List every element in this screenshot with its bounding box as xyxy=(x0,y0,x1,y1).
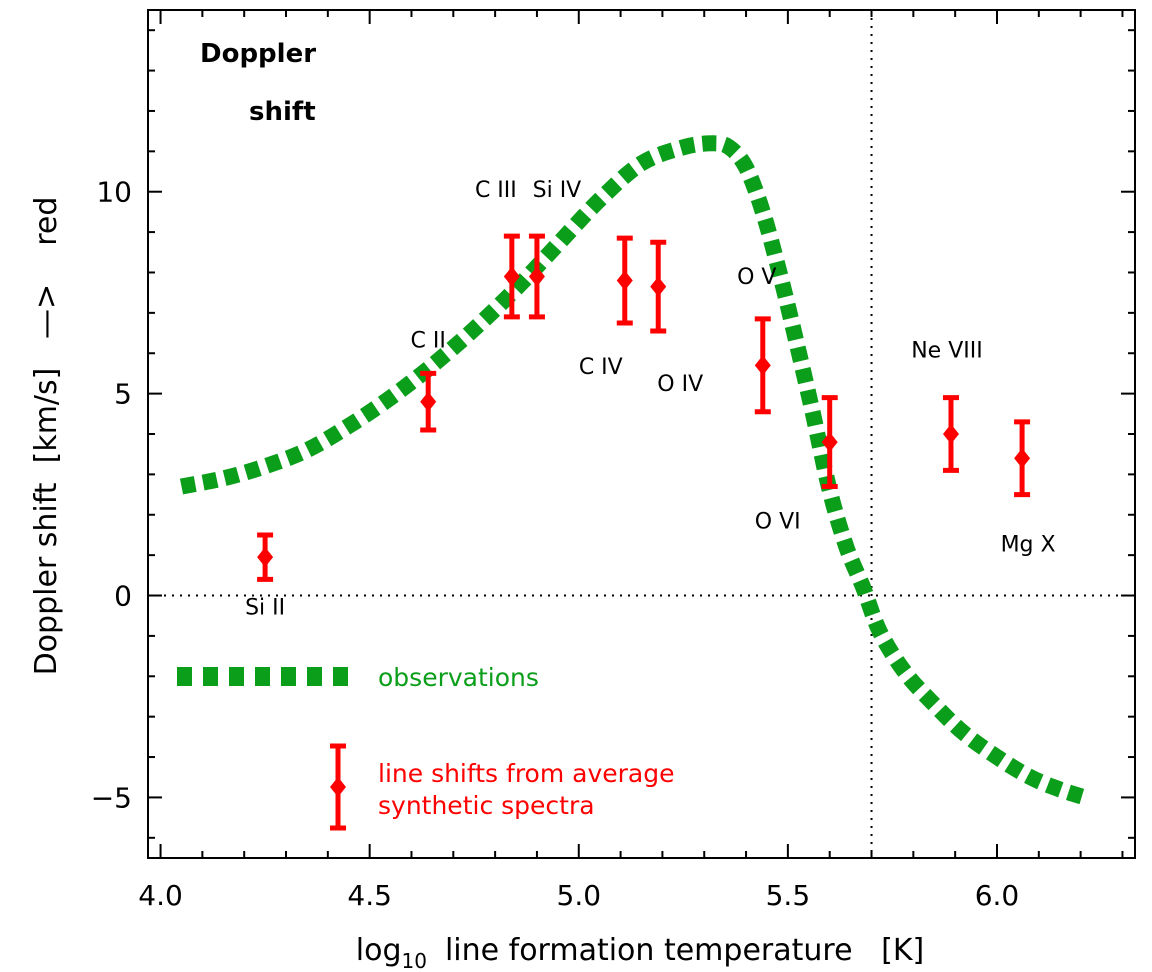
legend-observations-dash xyxy=(203,667,218,686)
x-tick-label: 4.5 xyxy=(347,879,392,912)
ion-label-c-ii: C II xyxy=(411,328,446,353)
plot-guides xyxy=(148,10,1135,858)
point-c-iii xyxy=(503,266,520,287)
point-mg-x xyxy=(1014,448,1031,469)
legend-marker xyxy=(330,777,346,797)
legend-observations-dash xyxy=(229,667,244,686)
x-tick-label: 4.0 xyxy=(138,879,183,912)
x-axis-title-post: line formation temperature [K] xyxy=(445,933,924,968)
legend-observations-dash xyxy=(333,667,348,686)
ion-label-o-v: O V xyxy=(737,265,776,290)
legend-observations-dash xyxy=(281,667,296,686)
ion-label-si-iv: Si IV xyxy=(533,178,582,203)
legend-observations-dash xyxy=(177,667,192,686)
tick-labels: 4.0 4.5 5.0 5.5 6.0 −5 0 5 10 xyxy=(91,176,1020,912)
title-line-1: Doppler xyxy=(200,39,316,69)
point-o-vi xyxy=(821,432,838,453)
point-si-iv xyxy=(528,266,545,287)
point-o-iv xyxy=(650,276,667,297)
point-c-ii xyxy=(420,391,437,412)
plot-curves xyxy=(179,135,1088,806)
ion-labels: Si II C II C III Si IV C IV O IV O V O VI Ne VII… xyxy=(245,178,1056,620)
legend-synthetic-label-line-1: line shifts from average xyxy=(378,759,674,788)
legend-observations-dash xyxy=(307,667,322,686)
x-tick-label: 5.0 xyxy=(557,879,602,912)
legend-synthetic-label-line-2: synthetic spectra xyxy=(378,791,595,820)
y-tick-label: 0 xyxy=(114,580,132,613)
x-tick-label: 6.0 xyxy=(975,879,1020,912)
y-tick-label: −5 xyxy=(91,781,132,814)
x-axis-title: log10 line formation temperature [K] xyxy=(356,933,924,972)
ion-label-o-iv: O IV xyxy=(657,372,703,397)
x-axis-title-pre: log xyxy=(356,933,402,968)
y-tick-label: 10 xyxy=(96,176,132,209)
point-o-v xyxy=(754,355,771,376)
axis-ticks xyxy=(148,10,1135,858)
title-line-2: shift xyxy=(249,97,316,127)
legend-observations-dash xyxy=(255,667,270,686)
point-c-iv xyxy=(616,270,633,291)
point-si-ii xyxy=(257,547,274,568)
y-tick-label: 5 xyxy=(114,378,132,411)
legend: observations line shifts from average sy… xyxy=(177,663,674,831)
legend-synthetic-swatch xyxy=(330,743,346,831)
legend-observations-swatch xyxy=(177,667,348,686)
legend-observations-label: observations xyxy=(378,663,539,692)
x-tick-label: 5.5 xyxy=(766,879,811,912)
y-axis-title: Doppler shift [km/s] —> red xyxy=(29,197,64,676)
ion-label-c-iii: C III xyxy=(475,178,517,203)
x-axis-title-subscript: 10 xyxy=(402,949,427,972)
ion-label-si-ii: Si II xyxy=(245,595,285,620)
ion-label-ne-viii: Ne VIII xyxy=(911,339,983,364)
corner-title: Doppler shift xyxy=(200,39,316,127)
ion-label-c-iv: C IV xyxy=(579,355,623,380)
ion-label-mg-x: Mg X xyxy=(1001,533,1056,558)
plot-points xyxy=(257,233,1031,582)
observations-curve xyxy=(179,135,1088,806)
ion-label-o-vi: O VI xyxy=(755,509,801,534)
point-ne-viii xyxy=(942,424,959,444)
